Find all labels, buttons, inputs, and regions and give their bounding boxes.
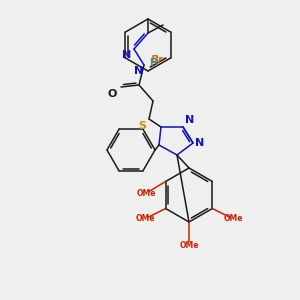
Text: OMe: OMe xyxy=(136,189,156,198)
Text: N: N xyxy=(195,138,204,148)
Text: OMe: OMe xyxy=(179,241,199,250)
Text: H: H xyxy=(149,58,157,68)
Text: N: N xyxy=(122,50,131,60)
Text: N: N xyxy=(185,115,194,125)
Text: OMe: OMe xyxy=(223,214,243,223)
Text: N: N xyxy=(134,66,143,76)
Text: O: O xyxy=(108,89,117,99)
Text: OMe: OMe xyxy=(135,214,155,223)
Text: S: S xyxy=(138,121,146,131)
Text: Br: Br xyxy=(151,55,164,65)
